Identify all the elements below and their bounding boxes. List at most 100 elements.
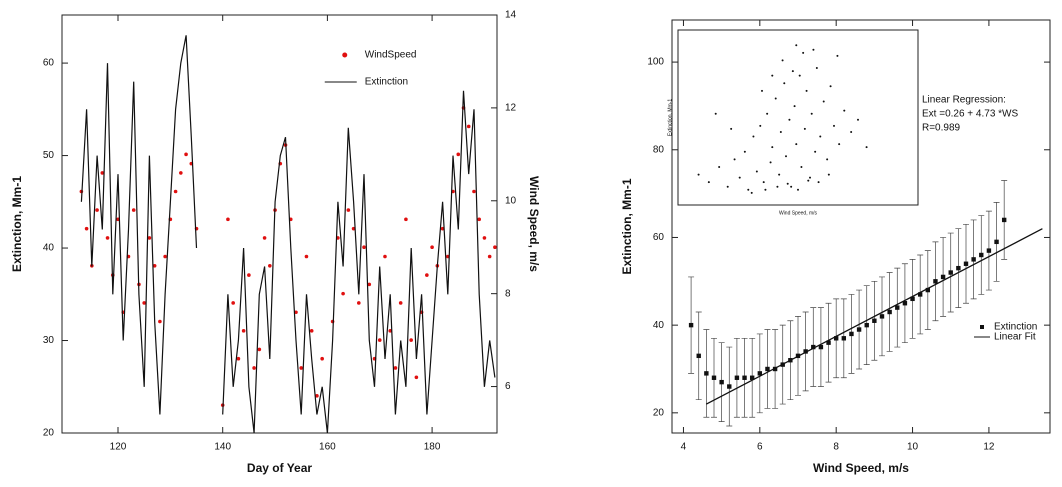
marker (948, 270, 953, 275)
y-tick-label: 60 (653, 232, 665, 243)
series-line (80, 35, 496, 434)
marker (795, 143, 798, 146)
marker (696, 353, 701, 359)
marker (477, 217, 482, 222)
marker (956, 265, 961, 271)
annotation: Ext =0.26 + 4.73 *WS (922, 109, 1018, 120)
marker (430, 245, 434, 250)
marker (771, 146, 774, 149)
marker (184, 152, 188, 157)
annotation: R=0.989 (922, 123, 961, 134)
marker (785, 155, 787, 158)
marker (826, 158, 829, 161)
x-tick-label: 6 (757, 442, 763, 453)
marker (750, 191, 753, 194)
marker (849, 331, 854, 337)
marker (749, 375, 755, 380)
y-tick-label: 50 (43, 150, 55, 161)
marker (367, 282, 372, 287)
x-tick-label: 10 (907, 442, 919, 453)
marker (158, 319, 162, 324)
plot-frame (61, 14, 498, 434)
marker (778, 173, 781, 176)
marker (769, 161, 772, 164)
marker (482, 236, 487, 240)
marker (704, 371, 709, 376)
marker (456, 152, 461, 157)
y-tick-label: 60 (43, 58, 55, 69)
y-axis-label: Extinction, Mm-1 (620, 178, 634, 274)
marker (257, 347, 262, 352)
marker (231, 301, 235, 305)
marker (994, 239, 999, 245)
x-tick-label: 12 (983, 442, 995, 453)
plot-frame (671, 19, 1051, 434)
legend-label: Linear Fit (994, 332, 1036, 343)
marker (299, 366, 304, 370)
marker (856, 327, 862, 332)
marker (179, 171, 183, 175)
y-tick-label: 40 (653, 320, 665, 331)
marker (850, 130, 853, 133)
y-axis-label: Extinction, Mm-1 (10, 176, 24, 272)
marker (711, 375, 717, 380)
marker (833, 124, 835, 127)
y2-tick-label: 6 (505, 381, 511, 392)
marker (857, 118, 859, 121)
marker (933, 279, 938, 284)
x-axis-label: Day of Year (247, 461, 312, 475)
marker (925, 287, 931, 293)
marker (236, 356, 241, 361)
legend-label: Extinction (994, 322, 1037, 333)
marker (809, 176, 811, 179)
marker (173, 189, 178, 194)
x-tick-label: 4 (681, 442, 687, 453)
marker (726, 185, 729, 188)
y2-tick-label: 14 (505, 10, 517, 21)
marker (747, 188, 750, 191)
y-tick-label: 20 (43, 428, 55, 439)
marker (742, 375, 747, 380)
marker (309, 329, 314, 333)
marker (493, 245, 497, 250)
marker (864, 322, 869, 328)
marker (826, 340, 831, 345)
x-tick-label: 120 (110, 442, 127, 453)
marker (917, 292, 923, 297)
marker (383, 254, 387, 259)
marker (152, 264, 157, 268)
x-tick-label: 160 (319, 442, 336, 453)
marker (294, 310, 298, 315)
marker (818, 344, 824, 350)
marker (398, 301, 403, 305)
marker (817, 181, 820, 184)
marker (341, 291, 345, 296)
marker (414, 375, 419, 380)
marker (793, 105, 796, 108)
marker (357, 301, 361, 305)
marker (762, 181, 765, 184)
marker (779, 130, 782, 133)
marker (688, 322, 694, 328)
marker (487, 254, 492, 259)
marker (800, 165, 803, 168)
marker (707, 181, 710, 184)
marker (714, 112, 717, 115)
marker (262, 236, 267, 240)
marker (812, 48, 815, 51)
marker (807, 179, 810, 182)
series-line (706, 228, 1043, 405)
marker (865, 146, 868, 149)
marker (822, 100, 825, 103)
marker (772, 366, 778, 372)
marker (320, 356, 324, 361)
marker (790, 185, 793, 188)
marker (163, 254, 167, 259)
y2-tick-label: 12 (505, 103, 517, 114)
marker (766, 112, 769, 115)
marker (377, 338, 382, 342)
marker (734, 375, 740, 380)
plot-frame (677, 29, 919, 206)
marker (803, 349, 808, 354)
